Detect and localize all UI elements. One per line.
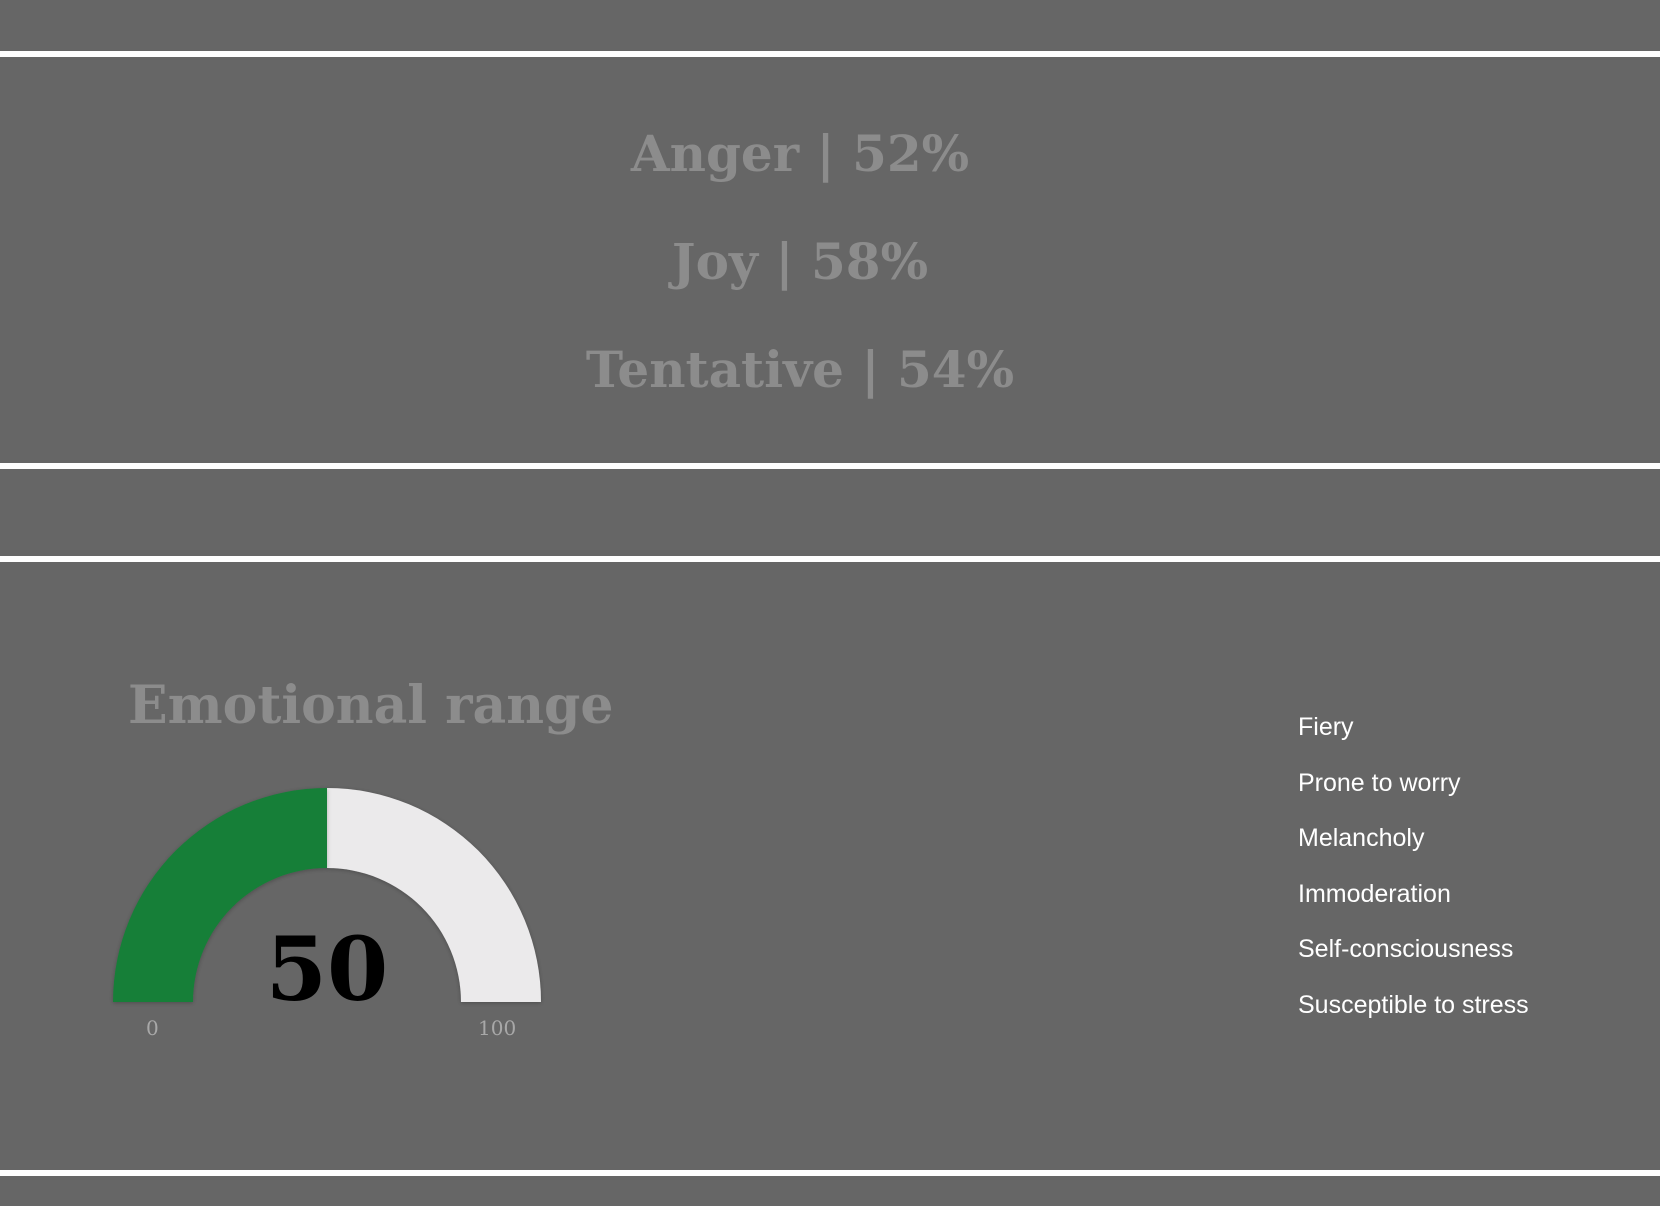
trait-fiery: Fiery (1298, 713, 1354, 741)
trait-melancholy: Melancholy (1298, 824, 1425, 853)
trait-list: Fiery Prone to worry Melancholy Immodera… (1298, 707, 1529, 1041)
tone-summary: Anger | 52% Joy | 58% Tentative | 54% (0, 100, 1600, 424)
gauge-fill (113, 788, 327, 1002)
tone-anger: Anger | 52% (630, 124, 970, 183)
top-divider (0, 51, 1660, 57)
emotional-range-gauge (113, 788, 541, 1002)
gauge-min-label: 0 (146, 1016, 159, 1040)
gauge-max-label: 100 (478, 1016, 517, 1040)
trait-prone-to-worry: Prone to worry (1298, 768, 1461, 797)
tone-tentative: Tentative | 54% (585, 340, 1015, 399)
bottom-divider (0, 1170, 1660, 1176)
emotional-range-title: Emotional range (128, 675, 614, 736)
tone-bottom-divider (0, 463, 1660, 469)
trait-susceptible-to-stress: Susceptible to stress (1298, 990, 1529, 1019)
trait-self-consciousness: Self-consciousness (1298, 935, 1514, 964)
tone-joy: Joy | 58% (671, 232, 929, 291)
trait-immoderation: Immoderation (1298, 879, 1451, 908)
section-divider (0, 556, 1660, 562)
gauge-value: 50 (265, 917, 389, 1021)
gauge-track (327, 788, 541, 1002)
